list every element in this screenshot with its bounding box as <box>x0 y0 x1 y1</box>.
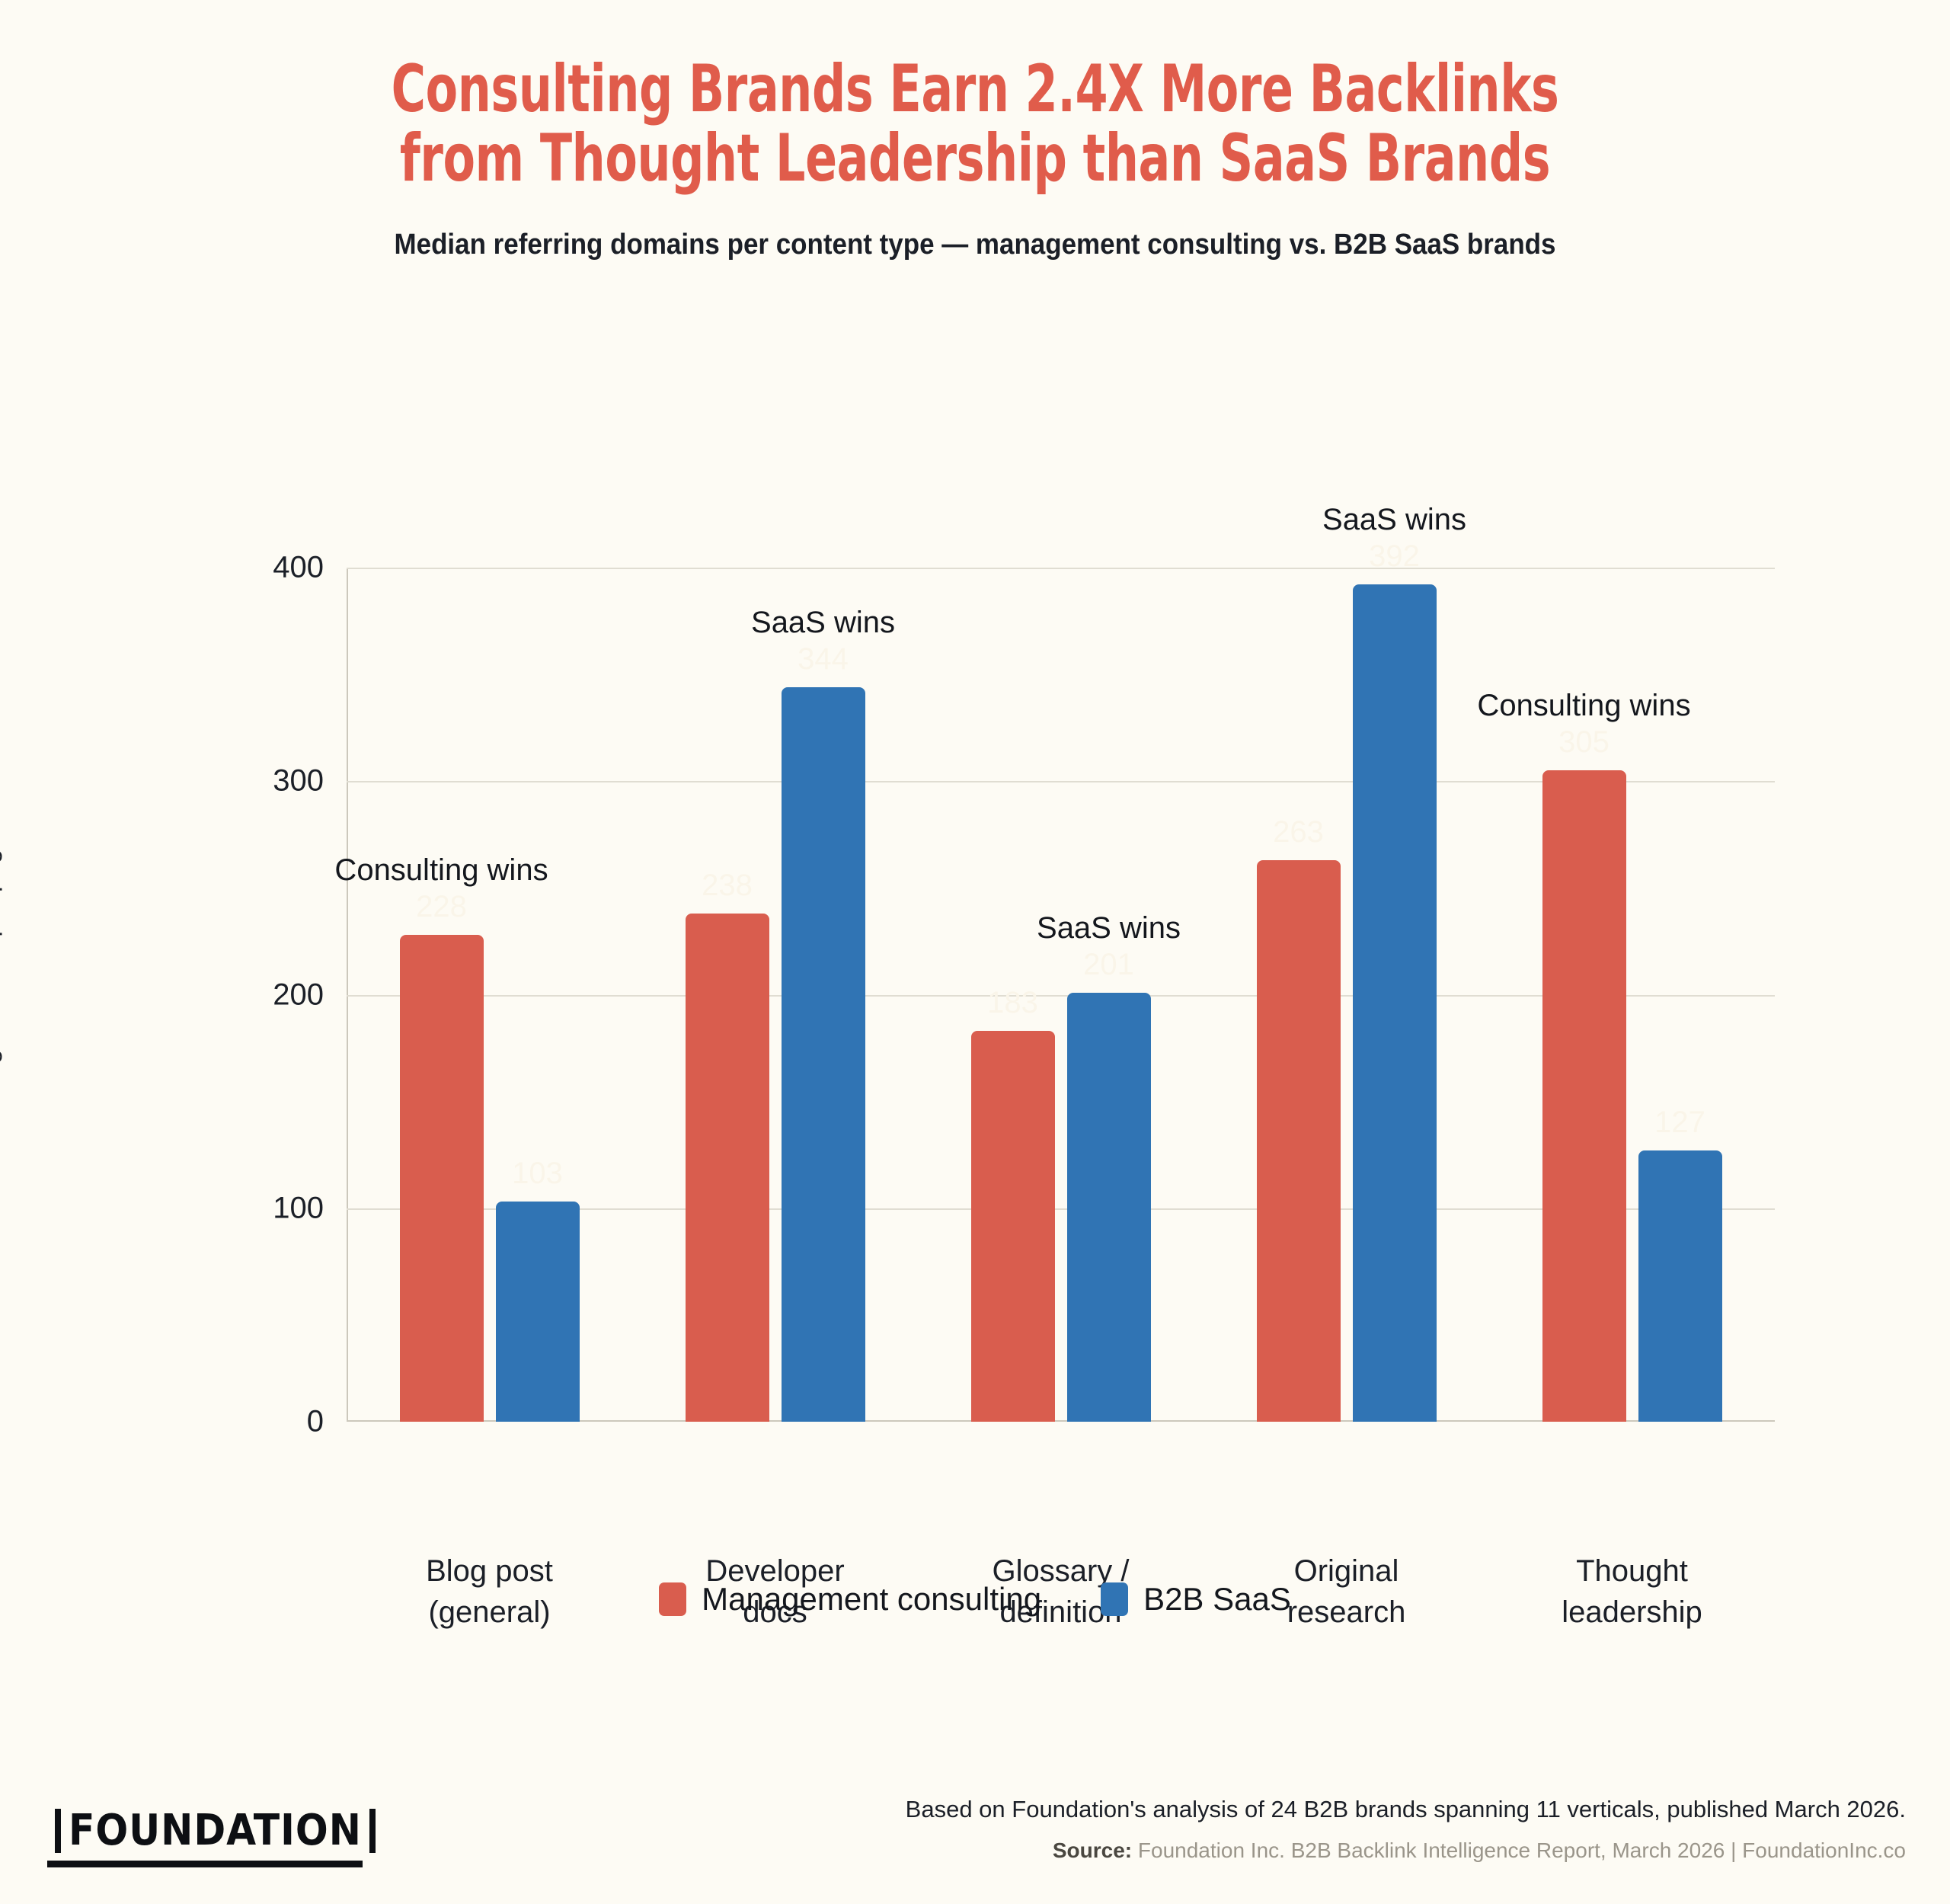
bar-annotation: SaaS wins <box>1322 503 1466 537</box>
bar-consulting[interactable] <box>1542 770 1626 1422</box>
bar-consulting[interactable] <box>685 914 769 1422</box>
y-axis-title: Median referring domains per page <box>0 834 3 1238</box>
gridline <box>347 781 1775 783</box>
bar-value-label: 238 <box>702 869 753 903</box>
footer-note: Based on Foundation's analysis of 24 B2B… <box>905 1796 1906 1822</box>
legend-label: Management consulting <box>702 1581 1042 1617</box>
bar-value-label: 305 <box>1558 725 1610 760</box>
logo-wordmark: FOUNDATION <box>69 1806 362 1855</box>
plot-area: 0 100 200 300 400 228 103 Consulting wins Blog p… <box>273 503 1775 1629</box>
foundation-logo: FOUNDATION <box>47 1806 383 1855</box>
source-label: Source: <box>1052 1838 1133 1862</box>
chart-legend: Management consulting B2B SaaS <box>0 1581 1950 1618</box>
chart-header: Consulting Brands Earn 2.4X More Backlin… <box>0 0 1950 261</box>
source-text: Foundation Inc. B2B Backlink Intelligenc… <box>1137 1838 1906 1862</box>
logo-underline <box>47 1861 363 1867</box>
bar-consulting[interactable] <box>399 935 484 1422</box>
legend-swatch-icon <box>659 1582 687 1616</box>
legend-item[interactable]: B2B SaaS <box>1101 1581 1291 1618</box>
bar-value-label: 183 <box>987 986 1038 1020</box>
bar-annotation: Consulting wins <box>1477 689 1691 723</box>
bar-value-label: 263 <box>1273 814 1324 849</box>
x-axis-line <box>347 1420 1775 1422</box>
bar-value-label: 103 <box>512 1157 563 1191</box>
bar-value-label: 127 <box>1654 1106 1705 1140</box>
y-axis-tick-label: 100 <box>273 1191 324 1225</box>
bar-value-label: 201 <box>1083 947 1134 981</box>
x-axis-tick-label: Original research <box>1287 1554 1406 1629</box>
gridline <box>347 568 1775 569</box>
chart-container: 0 100 200 300 400 228 103 Consulting wins Blog p… <box>0 457 1950 1629</box>
x-axis-tick-label: Thought leadership <box>1562 1554 1702 1629</box>
y-axis-tick-label: 400 <box>273 550 324 584</box>
x-axis-tick-label: Developer docs <box>705 1554 845 1629</box>
bar-consulting[interactable] <box>970 1031 1055 1422</box>
y-axis-tick-label: 200 <box>273 978 324 1011</box>
gridline <box>347 994 1775 997</box>
y-axis-tick-label: 0 <box>306 1404 324 1438</box>
logo-left-bar-icon <box>55 1808 61 1853</box>
y-axis-tick-label: 300 <box>273 763 324 798</box>
footer-source: Source: Foundation Inc. B2B Backlink Int… <box>1053 1838 1906 1863</box>
bar-value-label: 228 <box>416 890 467 924</box>
page-title: Consulting Brands Earn 2.4X More Backlin… <box>391 51 1559 197</box>
legend-label: B2B SaaS <box>1143 1581 1291 1617</box>
x-axis-tick-label: Glossary / definition <box>992 1554 1130 1629</box>
bar-annotation: Consulting wins <box>334 853 548 888</box>
bar-consulting[interactable] <box>1256 859 1341 1422</box>
bar-annotation: SaaS wins <box>1037 910 1181 945</box>
bar-saas[interactable] <box>1352 584 1437 1422</box>
legend-swatch-icon <box>1101 1582 1129 1616</box>
page-subtitle: Median referring domains per content typ… <box>394 229 1556 261</box>
bar-annotation: SaaS wins <box>751 605 895 639</box>
gridline <box>347 1208 1775 1210</box>
legend-item[interactable]: Management consulting <box>659 1581 1041 1618</box>
chart-footer: FOUNDATION Based on Foundation's analysi… <box>0 1752 1950 1904</box>
bar-saas[interactable] <box>1638 1150 1722 1422</box>
bar-saas[interactable] <box>1066 992 1151 1422</box>
bar-value-label: 392 <box>1369 539 1420 574</box>
x-axis-tick-label: Blog post (general) <box>426 1554 553 1629</box>
bar-value-label: 344 <box>798 642 849 676</box>
logo-right-bar-icon <box>369 1808 376 1853</box>
bar-saas[interactable] <box>495 1202 580 1422</box>
bar-saas[interactable] <box>781 686 865 1422</box>
